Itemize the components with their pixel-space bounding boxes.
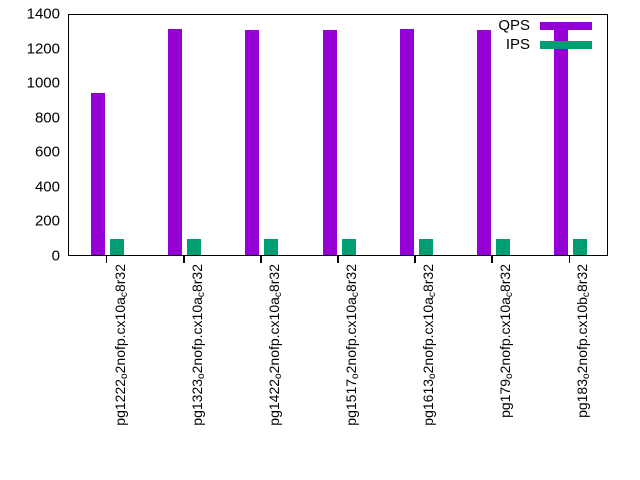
y-axis-tick-label: 1400: [26, 5, 60, 23]
label-text: pg1422: [265, 378, 282, 426]
x-axis-tick-mark: [182, 256, 185, 263]
label-text: pg1323: [188, 378, 205, 426]
legend-entry-qps: QPS: [468, 16, 600, 35]
bar-ips-6: [572, 238, 587, 255]
label-text: 8r32: [111, 264, 128, 293]
label-text: 2nofp.cx10a: [188, 297, 205, 374]
label-text: 8r32: [497, 264, 514, 293]
label-text: pg179: [497, 378, 514, 418]
bar-qps-6: [553, 30, 568, 255]
label-text: pg183: [574, 378, 591, 418]
label-subscript: c: [273, 292, 285, 298]
label-subscript: o: [581, 373, 593, 379]
y-axis-tick-label: 800: [34, 109, 60, 127]
x-axis-tick-label: pg1517o2nofp.cx10ac8r32: [343, 264, 362, 426]
label-text: 2nofp.cx10b: [574, 297, 591, 374]
bar-qps-0: [91, 92, 106, 255]
label-text: 2nofp.cx10a: [497, 297, 514, 374]
bar-qps-2: [245, 30, 260, 255]
label-text: pg1222: [111, 378, 128, 426]
legend-swatch: [540, 41, 592, 49]
label-subscript: c: [581, 292, 593, 298]
label-subscript: o: [427, 373, 439, 379]
legend-entry-ips: IPS: [468, 35, 600, 54]
bar-ips-3: [341, 238, 356, 255]
bar-qps-5: [476, 30, 491, 255]
x-axis-tick-label: pg183o2nofp.cx10bc8r32: [574, 264, 593, 418]
x-axis-tick-label: pg1613o2nofp.cx10ac8r32: [420, 264, 439, 426]
x-axis-tick-mark: [414, 256, 416, 263]
label-text: 2nofp.cx10a: [111, 297, 128, 374]
plot-area: [68, 14, 608, 256]
y-axis-tick-label: 200: [34, 212, 60, 230]
label-text: pg1517: [343, 378, 359, 426]
label-subscript: o: [350, 373, 362, 379]
label-text: 2nofp.cx10a: [343, 297, 359, 374]
x-axis-tick-label: pg179o2nofp.cx10ac8r32: [497, 264, 516, 418]
label-text: 8r32: [420, 264, 437, 293]
bar-qps-3: [322, 30, 337, 255]
y-axis-tick-label: 1200: [26, 40, 60, 58]
chart-legend: QPS IPS: [468, 16, 600, 54]
bar-qps-4: [399, 28, 414, 255]
bar-ips-5: [495, 238, 510, 255]
x-axis-tick-mark: [260, 256, 262, 263]
label-text: 8r32: [574, 264, 591, 293]
y-axis-tick-label: 1000: [26, 74, 60, 92]
label-text: pg1613: [420, 378, 437, 426]
label-subscript: c: [195, 292, 207, 298]
y-axis-tick-label: 400: [34, 178, 60, 196]
label-subscript: c: [427, 292, 439, 298]
label-text: 8r32: [343, 264, 359, 293]
label-subscript: o: [195, 373, 207, 379]
x-axis-tick-mark: [105, 256, 108, 263]
label-subscript: o: [118, 373, 130, 379]
bar-ips-0: [110, 238, 125, 255]
label-subscript: o: [504, 373, 516, 379]
y-axis-tick-label: 600: [34, 143, 60, 161]
label-text: 2nofp.cx10a: [420, 297, 437, 374]
label-subscript: c: [118, 292, 130, 298]
label-subscript: c: [350, 292, 362, 298]
bar-ips-4: [418, 238, 433, 255]
label-text: 8r32: [265, 264, 282, 293]
x-axis-tick-mark: [491, 256, 494, 263]
label-subscript: c: [504, 292, 516, 298]
legend-label: IPS: [505, 36, 530, 53]
bar-ips-1: [187, 238, 202, 255]
x-axis-tick-mark: [337, 256, 339, 263]
x-axis-tick-mark: [568, 256, 571, 263]
label-subscript: o: [273, 373, 285, 379]
bar-qps-1: [168, 28, 183, 255]
x-axis-tick-label: pg1222o2nofp.cx10ac8r32: [111, 264, 130, 426]
label-text: 8r32: [188, 264, 205, 293]
legend-swatch: [540, 22, 592, 30]
x-axis-tick-label: pg1323o2nofp.cx10ac8r32: [188, 264, 207, 426]
legend-label: QPS: [498, 17, 530, 34]
x-axis-tick-label: pg1422o2nofp.cx10ac8r32: [265, 264, 285, 426]
y-axis-tick-label: 0: [51, 247, 60, 265]
bar-ips-2: [264, 238, 279, 255]
label-text: 2nofp.cx10a: [265, 297, 282, 374]
